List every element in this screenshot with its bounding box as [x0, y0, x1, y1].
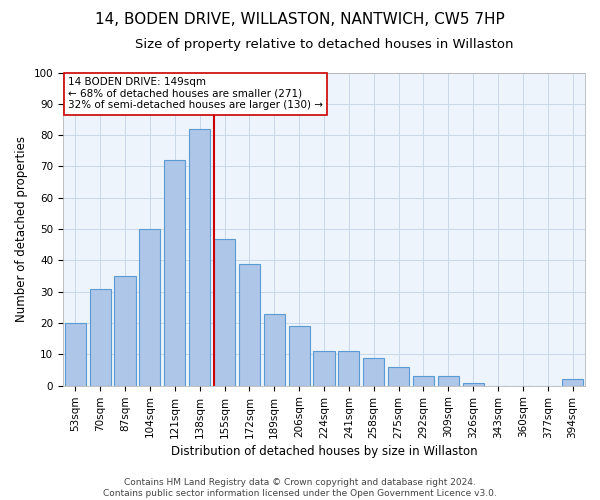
Bar	[562, 380, 583, 386]
Y-axis label: Number of detached properties: Number of detached properties	[15, 136, 28, 322]
Bar	[413, 376, 434, 386]
X-axis label: Distribution of detached houses by size in Willaston: Distribution of detached houses by size …	[170, 444, 477, 458]
Bar	[313, 352, 335, 386]
Text: Contains HM Land Registry data © Crown copyright and database right 2024.
Contai: Contains HM Land Registry data © Crown c…	[103, 478, 497, 498]
Bar	[89, 288, 111, 386]
Bar	[65, 323, 86, 386]
Bar	[437, 376, 459, 386]
Bar	[139, 229, 160, 386]
Bar	[388, 367, 409, 386]
Bar	[115, 276, 136, 386]
Bar	[214, 238, 235, 386]
Bar	[289, 326, 310, 386]
Bar	[463, 382, 484, 386]
Text: 14, BODEN DRIVE, WILLASTON, NANTWICH, CW5 7HP: 14, BODEN DRIVE, WILLASTON, NANTWICH, CW…	[95, 12, 505, 28]
Title: Size of property relative to detached houses in Willaston: Size of property relative to detached ho…	[135, 38, 513, 51]
Bar	[189, 129, 210, 386]
Bar	[363, 358, 384, 386]
Bar	[338, 352, 359, 386]
Bar	[239, 264, 260, 386]
Bar	[164, 160, 185, 386]
Bar	[263, 314, 285, 386]
Text: 14 BODEN DRIVE: 149sqm
← 68% of detached houses are smaller (271)
32% of semi-de: 14 BODEN DRIVE: 149sqm ← 68% of detached…	[68, 77, 323, 110]
